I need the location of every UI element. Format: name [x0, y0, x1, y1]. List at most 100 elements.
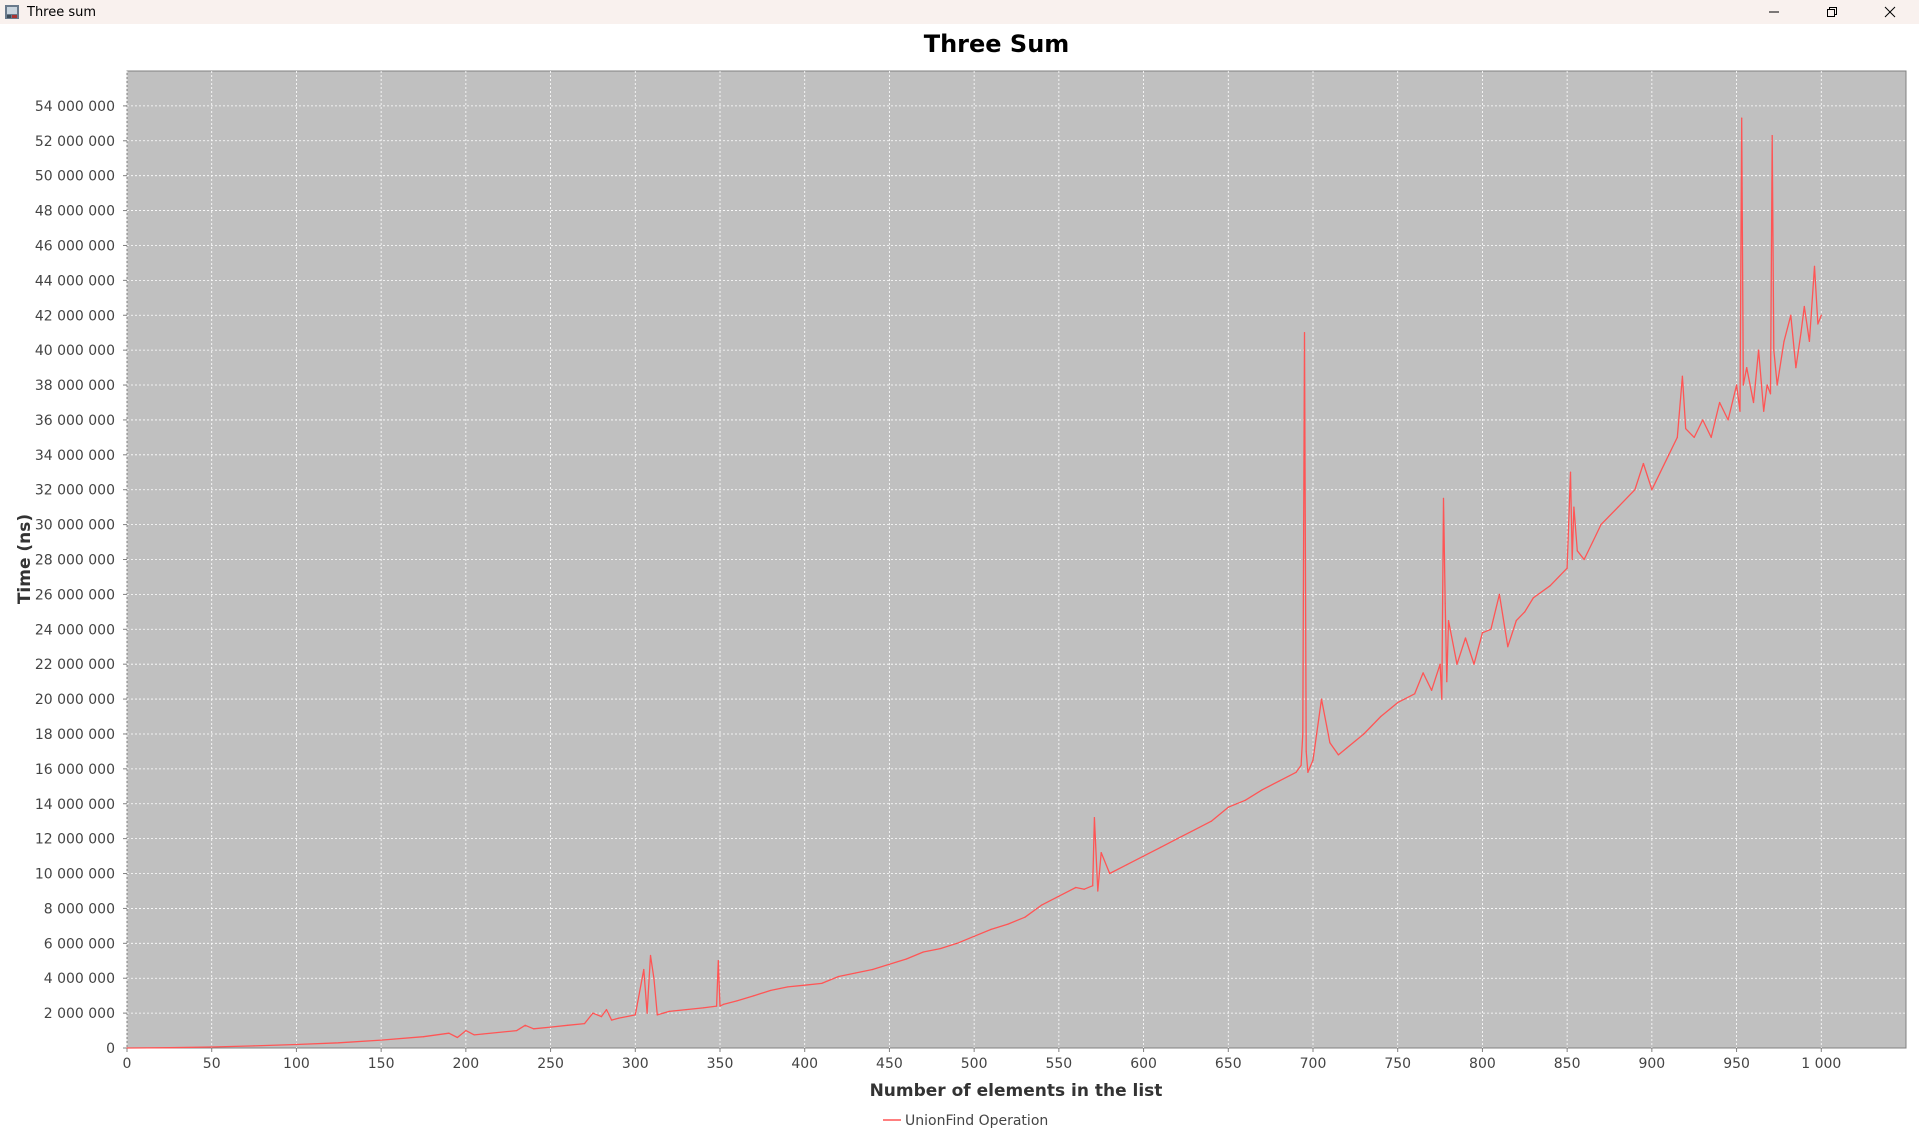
data-point — [1817, 323, 1819, 325]
restore-button[interactable] — [1803, 0, 1861, 24]
data-point — [656, 1014, 658, 1016]
data-point — [1676, 436, 1678, 438]
data-point — [1773, 349, 1775, 351]
data-point — [1363, 733, 1365, 735]
data-point — [1481, 632, 1484, 634]
data-point — [1431, 689, 1433, 691]
data-point — [668, 1010, 670, 1012]
data-point — [1159, 846, 1162, 848]
data-point — [1193, 829, 1195, 831]
data-point — [1752, 401, 1755, 404]
x-tick-label: 100 — [283, 1056, 310, 1072]
data-point — [643, 968, 645, 971]
x-tick-label: 700 — [1300, 1056, 1327, 1072]
app-icon — [5, 5, 19, 19]
data-point — [211, 1046, 213, 1048]
data-point — [653, 977, 655, 979]
x-tick-label: 400 — [791, 1056, 818, 1072]
data-point — [1651, 489, 1653, 491]
x-tick-label: 50 — [203, 1056, 221, 1072]
close-button[interactable] — [1861, 0, 1919, 24]
data-point — [1444, 602, 1446, 604]
y-tick-label: 28 000 000 — [35, 553, 115, 569]
y-tick-label: 2 000 000 — [44, 1006, 115, 1022]
data-point — [1727, 419, 1729, 421]
data-point — [1702, 419, 1704, 421]
data-point — [717, 960, 719, 962]
data-point — [617, 1017, 619, 1019]
data-point — [736, 1000, 738, 1002]
minimize-icon — [1769, 11, 1779, 13]
y-tick-label: 12 000 000 — [35, 832, 115, 848]
data-point — [685, 1009, 687, 1011]
data-point — [1439, 663, 1441, 665]
minimize-button[interactable] — [1745, 0, 1803, 24]
data-point — [1532, 597, 1534, 599]
data-point — [456, 1036, 458, 1039]
data-point — [1763, 410, 1765, 412]
x-axis-label: Number of elements in the list — [870, 1081, 1163, 1101]
data-point — [821, 982, 823, 985]
data-point — [1659, 471, 1661, 473]
data-point — [1739, 410, 1741, 412]
data-point — [1346, 747, 1348, 749]
x-tick-label: 750 — [1384, 1056, 1411, 1072]
data-point — [1771, 134, 1773, 137]
data-point — [1303, 332, 1306, 334]
data-point — [1441, 698, 1443, 700]
data-point — [1337, 754, 1340, 756]
data-point — [1446, 681, 1448, 683]
line-chart: Three Sum 0 50 100 150 200 250 300 350 400 450 500 5… — [15, 30, 1907, 1129]
x-tick-label: 250 — [537, 1056, 564, 1072]
data-point — [1569, 471, 1572, 473]
data-point — [1100, 852, 1102, 854]
data-point — [533, 1028, 535, 1030]
data-point — [1746, 366, 1748, 369]
chart-title: Three Sum — [924, 30, 1070, 58]
y-tick-label: 0 — [106, 1041, 115, 1057]
data-point — [956, 942, 958, 944]
data-point — [1329, 742, 1331, 744]
y-tick-label: 50 000 000 — [35, 169, 115, 185]
data-point — [702, 1007, 704, 1009]
x-tick-label: 850 — [1554, 1056, 1581, 1072]
data-point — [1685, 428, 1687, 430]
data-point — [1571, 558, 1573, 561]
data-point — [1741, 117, 1743, 119]
data-point — [1566, 567, 1568, 569]
data-point — [1515, 619, 1517, 622]
data-point — [1024, 916, 1026, 918]
data-point — [1414, 693, 1416, 695]
data-point — [1176, 838, 1179, 840]
data-point — [753, 995, 755, 997]
y-tick-label: 24 000 000 — [35, 622, 115, 638]
data-point — [338, 1042, 340, 1044]
data-point — [1244, 799, 1246, 801]
data-point — [1456, 663, 1458, 665]
data-point — [888, 963, 891, 965]
data-point — [600, 1015, 603, 1018]
y-tick-label: 30 000 000 — [35, 518, 115, 534]
x-tick-label: 0 — [123, 1056, 132, 1072]
x-tick-label: 550 — [1045, 1056, 1072, 1072]
data-point — [1524, 611, 1526, 613]
data-point — [524, 1024, 526, 1026]
data-point — [1210, 820, 1212, 822]
data-point — [1693, 436, 1695, 438]
data-point — [1490, 628, 1492, 630]
data-point — [854, 972, 857, 974]
y-tick-label: 38 000 000 — [35, 378, 115, 394]
data-point — [722, 1003, 724, 1005]
data-point — [1742, 384, 1744, 386]
data-point — [1800, 332, 1802, 334]
data-point — [1790, 314, 1792, 316]
data-point — [770, 989, 772, 992]
data-point — [253, 1045, 255, 1047]
data-point — [1142, 855, 1145, 857]
data-point — [1300, 764, 1302, 766]
data-point — [1312, 759, 1314, 761]
data-point — [1591, 541, 1594, 543]
x-tick-label: 500 — [961, 1056, 988, 1072]
series-line — [126, 117, 1822, 1049]
legend-label: UnionFind Operation — [905, 1113, 1048, 1129]
